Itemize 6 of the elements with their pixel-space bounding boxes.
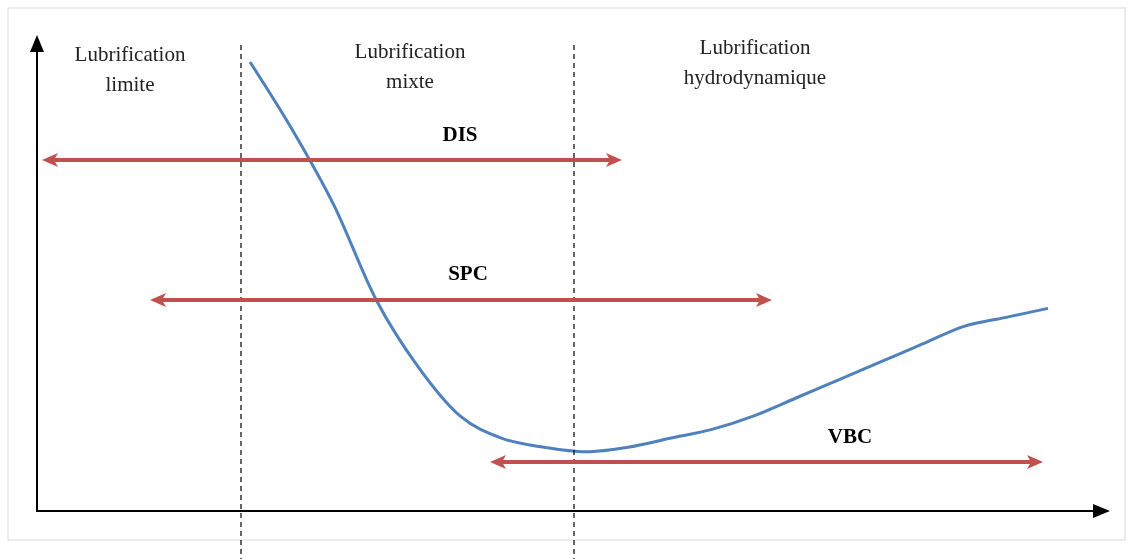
annotation: DIS xyxy=(442,122,478,146)
annotation: Lubrification mixte xyxy=(354,39,466,93)
annotation: SPC xyxy=(448,261,488,285)
annotation: VBC xyxy=(827,424,873,448)
annotation: Lubrification hydrodynamique xyxy=(683,35,827,89)
annotation: Lubrification limite xyxy=(74,42,186,96)
